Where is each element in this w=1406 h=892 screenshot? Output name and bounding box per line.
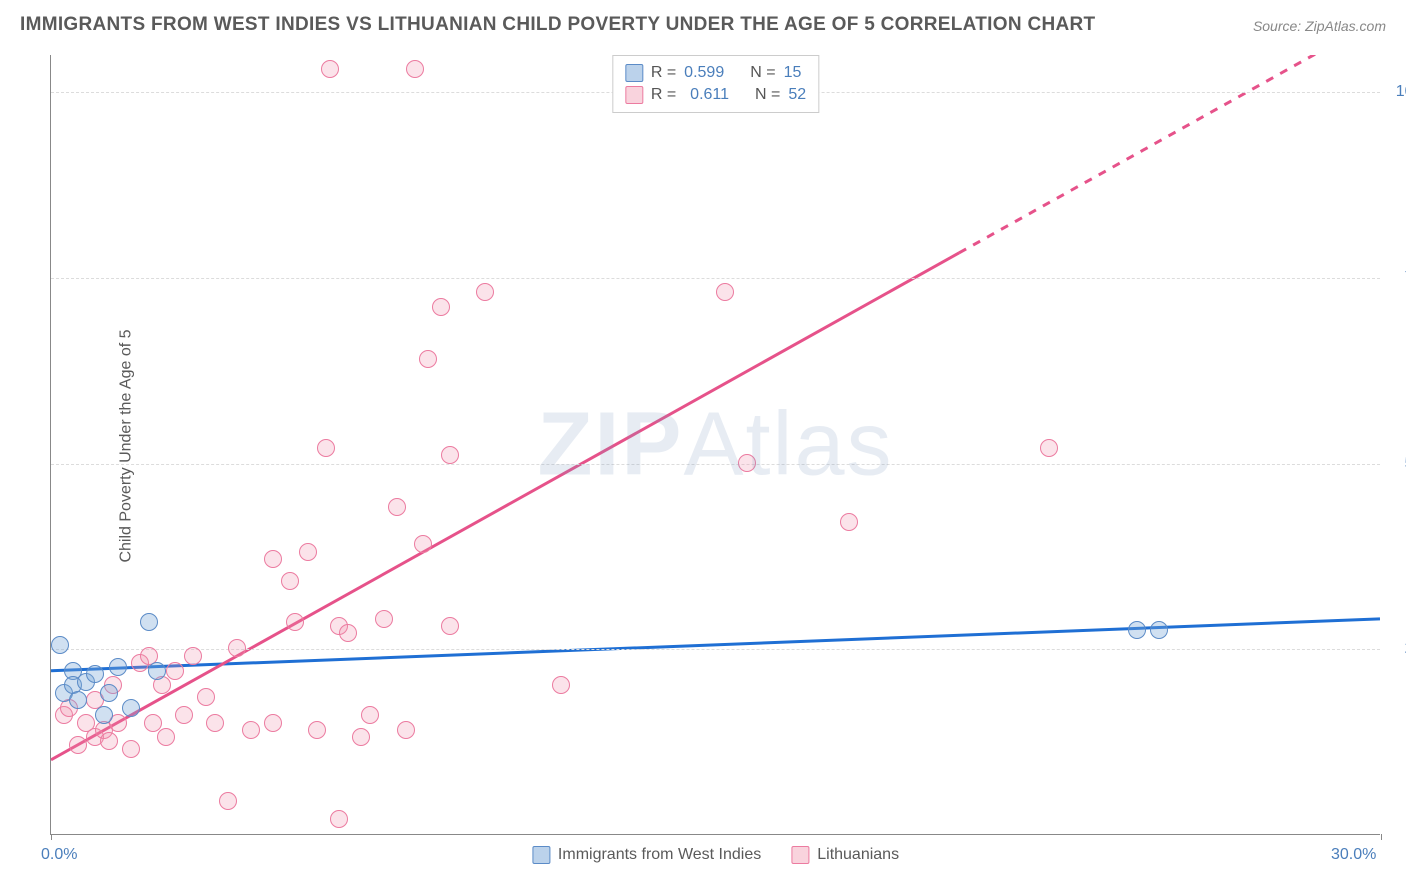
swatch-blue [625,64,643,82]
data-point-blue [100,684,118,702]
legend-label: Lithuanians [817,846,899,864]
data-point-blue [1128,621,1146,639]
data-point-pink [264,714,282,732]
data-point-pink [414,535,432,553]
data-point-pink [552,676,570,694]
legend-row-pink: R = 0.611 N = 52 [625,84,806,106]
data-point-pink [406,60,424,78]
data-point-pink [441,446,459,464]
x-tick [51,834,52,840]
data-point-pink [286,613,304,631]
y-tick-label: 75.0% [1390,269,1406,287]
r-value: 0.611 [684,86,729,104]
data-point-pink [144,714,162,732]
r-value: 0.599 [684,64,724,82]
y-tick-label: 25.0% [1390,640,1406,658]
data-point-pink [69,736,87,754]
data-point-blue [148,662,166,680]
n-label: N = [755,86,780,104]
data-point-blue [69,691,87,709]
chart-title: IMMIGRANTS FROM WEST INDIES VS LITHUANIA… [20,14,1095,36]
y-tick-label: 100.0% [1390,83,1406,101]
data-point-blue [122,699,140,717]
y-tick-label: 50.0% [1390,455,1406,473]
gridline-h [51,278,1380,279]
data-point-pink [397,721,415,739]
data-point-pink [339,624,357,642]
data-point-blue [1150,621,1168,639]
data-point-pink [281,572,299,590]
r-label: R = [651,86,676,104]
data-point-pink [317,439,335,457]
data-point-pink [1040,439,1058,457]
data-point-pink [388,498,406,516]
legend-item-blue: Immigrants from West Indies [532,846,761,864]
data-point-pink [242,721,260,739]
x-tick-label: 0.0% [41,846,77,864]
data-point-blue [86,665,104,683]
source-label: Source: ZipAtlas.com [1253,18,1386,34]
x-tick-label: 30.0% [1331,846,1376,864]
data-point-pink [206,714,224,732]
data-point-pink [419,350,437,368]
watermark: ZIPAtlas [537,393,893,496]
gridline-h [51,649,1380,650]
data-point-pink [299,543,317,561]
data-point-blue [95,706,113,724]
data-point-pink [352,728,370,746]
swatch-blue [532,846,550,864]
data-point-pink [228,639,246,657]
data-point-pink [330,810,348,828]
r-label: R = [651,64,676,82]
data-point-blue [51,636,69,654]
data-point-pink [441,617,459,635]
data-point-pink [432,298,450,316]
data-point-pink [738,454,756,472]
series-legend: Immigrants from West Indies Lithuanians [532,846,899,864]
data-point-pink [184,647,202,665]
data-point-pink [375,610,393,628]
data-point-pink [122,740,140,758]
n-value: 15 [784,64,802,82]
plot-area: ZIPAtlas R = 0.599 N = 15 R = 0.611 N = … [50,55,1380,835]
data-point-pink [166,662,184,680]
data-point-pink [321,60,339,78]
x-tick [1381,834,1382,840]
legend-item-pink: Lithuanians [791,846,899,864]
swatch-pink [625,86,643,104]
n-label: N = [750,64,775,82]
legend-label: Immigrants from West Indies [558,846,761,864]
n-value: 52 [788,86,806,104]
data-point-pink [175,706,193,724]
data-point-pink [361,706,379,724]
data-point-pink [197,688,215,706]
data-point-pink [476,283,494,301]
gridline-h [51,464,1380,465]
data-point-pink [157,728,175,746]
swatch-pink [791,846,809,864]
trend-lines [51,55,1380,834]
data-point-pink [100,732,118,750]
data-point-pink [840,513,858,531]
legend-row-blue: R = 0.599 N = 15 [625,62,806,84]
data-point-pink [219,792,237,810]
data-point-pink [308,721,326,739]
data-point-blue [140,613,158,631]
correlation-legend: R = 0.599 N = 15 R = 0.611 N = 52 [612,55,819,113]
data-point-blue [109,658,127,676]
data-point-pink [716,283,734,301]
data-point-pink [264,550,282,568]
